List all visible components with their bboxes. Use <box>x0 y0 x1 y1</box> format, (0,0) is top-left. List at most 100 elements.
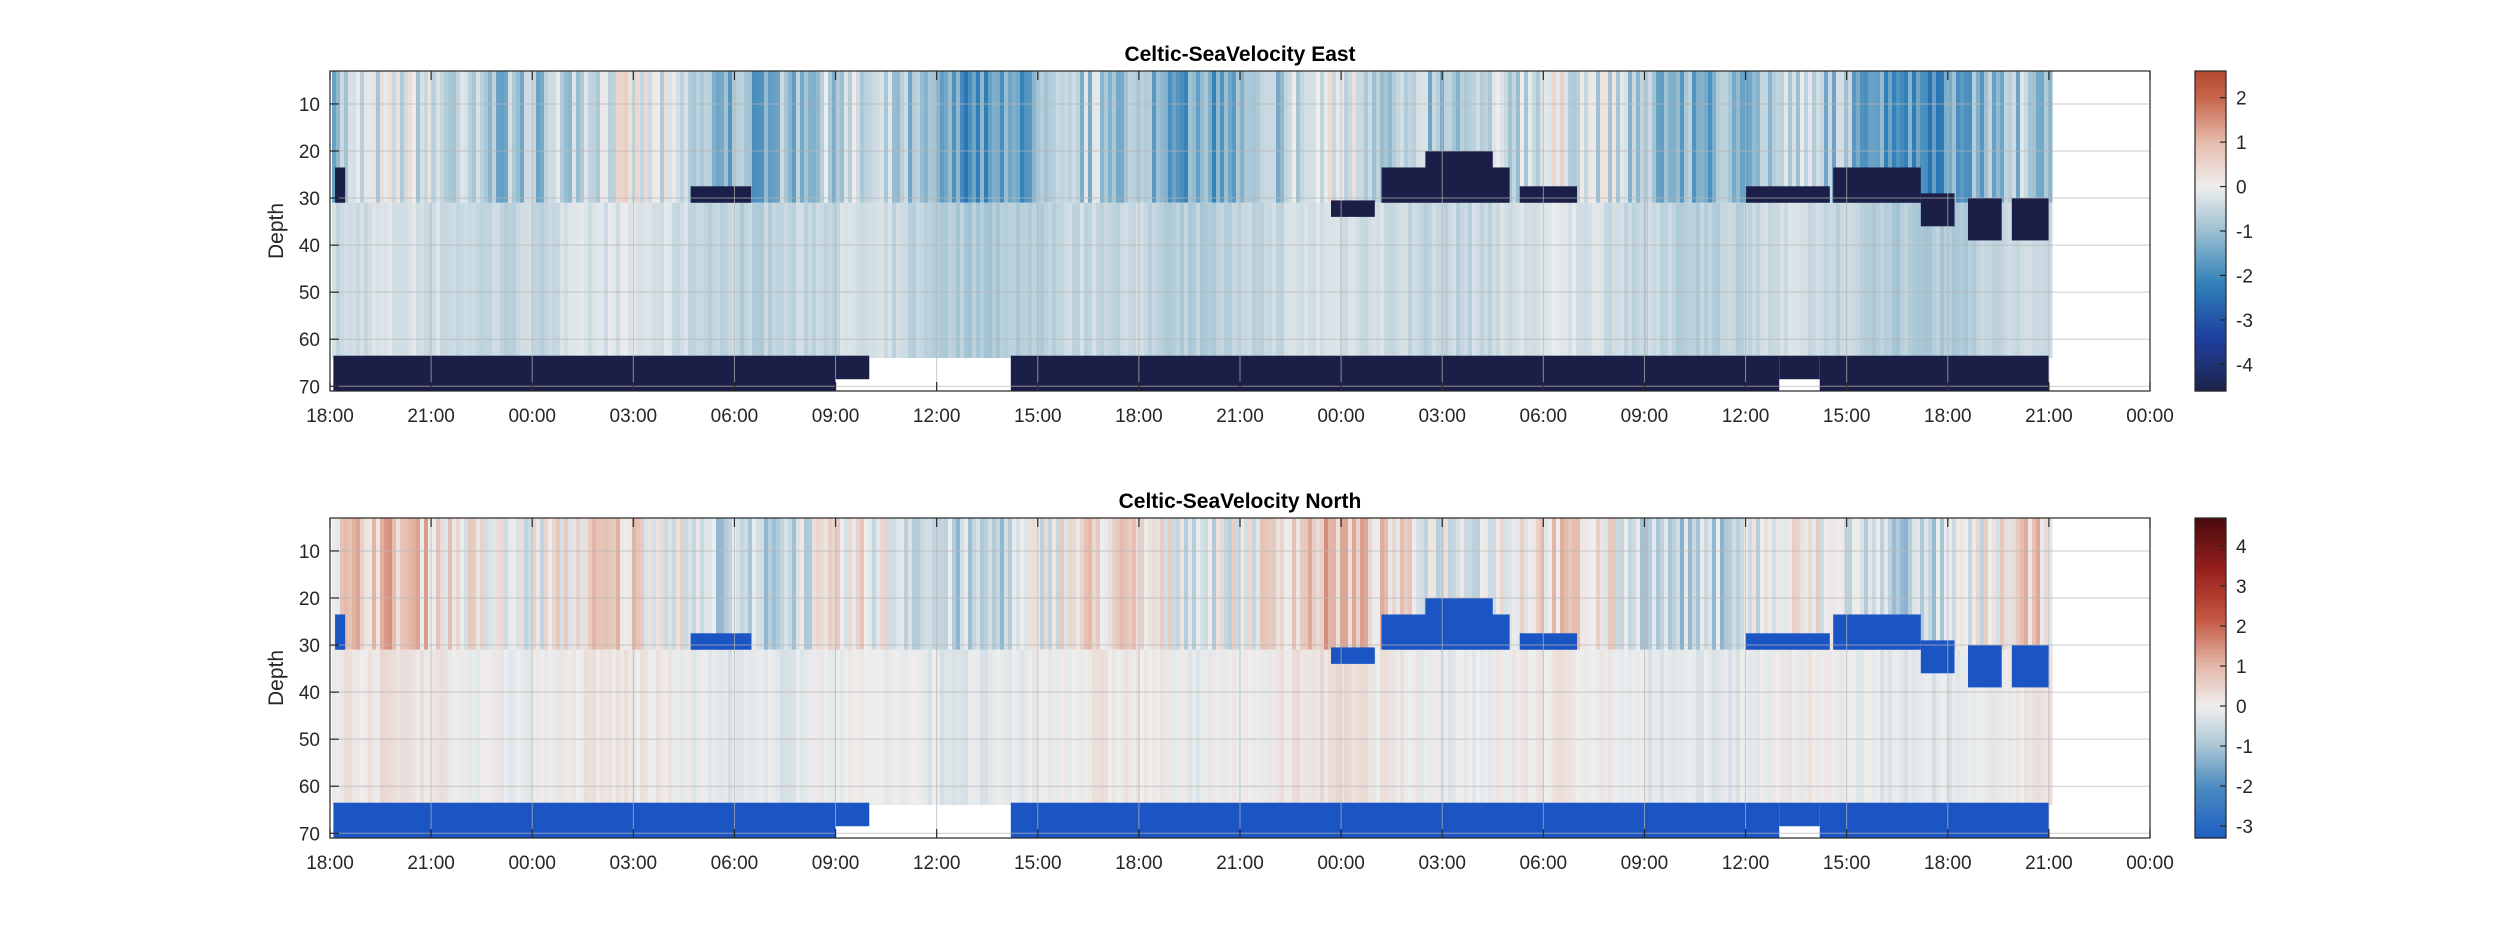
heatmap-cell <box>1600 71 1605 203</box>
heatmap-cell <box>1288 71 1293 203</box>
heatmap-cell <box>332 518 337 650</box>
heatmap-cell <box>1244 71 1249 203</box>
heatmap-cell <box>1808 649 1813 806</box>
heatmap-cell <box>596 71 601 203</box>
y-tick-label: 70 <box>299 377 320 398</box>
heatmap-cell <box>1260 71 1265 203</box>
heatmap-cell <box>1816 71 1821 203</box>
colorbar-segment <box>2195 722 2226 727</box>
heatmap-cell <box>956 518 961 650</box>
heatmap-cell <box>768 202 773 359</box>
heatmap-cell <box>1648 202 1653 359</box>
colorbar-segment <box>2195 147 2226 152</box>
heatmap-cell <box>1732 649 1737 806</box>
heatmap-cell <box>1328 649 1333 806</box>
heatmap-cell <box>1732 202 1737 359</box>
heatmap-cell <box>868 71 873 203</box>
colorbar-segment <box>2195 203 2226 208</box>
colorbar-tick-label: -3 <box>2236 311 2253 332</box>
colorbar-tick-label: -2 <box>2236 266 2253 287</box>
heatmap-cell <box>1224 518 1229 650</box>
colorbar-tick-label: -1 <box>2236 737 2253 758</box>
colorbar-segment <box>2195 546 2226 551</box>
heatmap-cell <box>1304 202 1309 359</box>
heatmap-cell <box>352 71 357 203</box>
heatmap-cell <box>1316 649 1321 806</box>
colorbar-segment <box>2195 534 2226 539</box>
heatmap-cell <box>336 649 341 806</box>
heatmap-cell <box>1168 71 1173 203</box>
heatmap-cell <box>1456 649 1461 806</box>
heatmap-cell <box>664 71 669 203</box>
heatmap-cell <box>1960 71 1965 203</box>
heatmap-cell <box>840 649 845 806</box>
heatmap-cell <box>1756 518 1761 650</box>
heatmap-cell <box>1828 518 1833 650</box>
heatmap-cell <box>1744 71 1749 203</box>
heatmap-cell <box>1432 518 1437 650</box>
heatmap-cell <box>1668 649 1673 806</box>
heatmap-cell <box>1912 202 1917 359</box>
heatmap-cell <box>592 71 597 203</box>
heatmap-cell <box>492 71 497 203</box>
colorbar-segment <box>2195 806 2226 811</box>
heatmap-cell <box>1040 649 1045 806</box>
heatmap-cell <box>1492 71 1497 203</box>
heatmap-cell <box>628 518 633 650</box>
heatmap-cell <box>1044 202 1049 359</box>
x-tick-label: 00:00 <box>2126 406 2174 427</box>
heatmap-cell <box>1820 649 1825 806</box>
heatmap-cell <box>684 518 689 650</box>
heatmap-cell <box>800 71 805 203</box>
colorbar-tick-label: -4 <box>2236 355 2253 376</box>
heatmap-cell <box>520 518 525 650</box>
heatmap-cell <box>1168 649 1173 806</box>
heatmap-cell <box>1768 71 1773 203</box>
heatmap-cell <box>1476 518 1481 650</box>
heatmap-cell <box>1988 649 1993 806</box>
heatmap-cell <box>1964 649 1969 806</box>
heatmap-cell <box>1492 518 1497 650</box>
heatmap-cell <box>1524 518 1529 650</box>
heatmap-cell <box>1108 649 1113 806</box>
x-tick-label: 00:00 <box>1317 406 1365 427</box>
heatmap-cell <box>2044 649 2049 806</box>
heatmap-cell <box>904 71 909 203</box>
heatmap-cell <box>504 649 509 806</box>
heatmap-cell <box>2024 649 2029 806</box>
heatmap-cell <box>2004 649 2009 806</box>
y-tick-label: 20 <box>299 142 320 163</box>
heatmap-cell <box>608 518 613 650</box>
heatmap-cell <box>564 71 569 203</box>
heatmap-cell <box>1732 71 1737 203</box>
heatmap-cell <box>1576 518 1581 650</box>
heatmap-cell <box>1992 202 1997 359</box>
heatmap-cell <box>992 71 997 203</box>
heatmap-cell <box>1188 518 1193 650</box>
heatmap-cell <box>1916 202 1921 359</box>
heatmap-cell <box>1412 71 1417 203</box>
heatmap-cell <box>1852 202 1857 359</box>
colorbar-segment <box>2195 610 2226 615</box>
heatmap-cell <box>1628 202 1633 359</box>
heatmap-cell <box>936 202 941 359</box>
heatmap-cell <box>504 518 509 650</box>
colorbar-segment <box>2195 590 2226 595</box>
heatmap-cell <box>564 649 569 806</box>
heatmap-cell <box>804 518 809 650</box>
heatmap-cell <box>1292 518 1297 650</box>
heatmap-cell <box>456 649 461 806</box>
heatmap-cell <box>392 518 397 650</box>
heatmap-cell <box>1764 518 1769 650</box>
heatmap-cell <box>1608 518 1613 650</box>
heatmap-cell <box>992 202 997 359</box>
heatmap-cell <box>1384 649 1389 806</box>
heatmap-cell <box>460 202 465 359</box>
heatmap-cell <box>1584 649 1589 806</box>
heatmap-cell <box>516 518 521 650</box>
heatmap-cell <box>1060 202 1065 359</box>
heatmap-cell <box>1100 649 1105 806</box>
heatmap-cell <box>1180 649 1185 806</box>
heatmap-cell <box>1664 518 1669 650</box>
heatmap-cell <box>728 518 733 650</box>
